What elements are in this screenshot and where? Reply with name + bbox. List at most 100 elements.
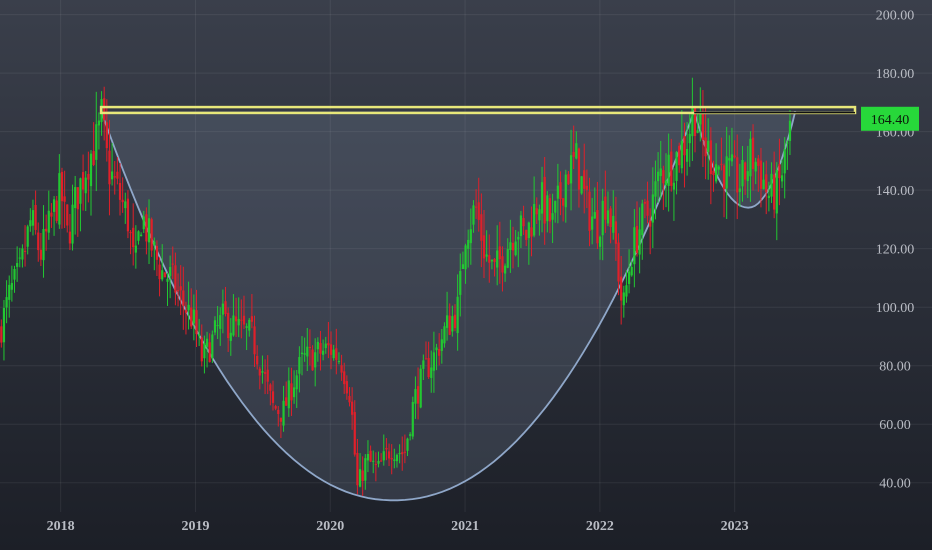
candle-body — [678, 145, 681, 166]
grid-lines — [0, 0, 932, 512]
candle-body — [248, 319, 251, 331]
x-tick-label: 2023 — [721, 519, 749, 534]
candle-body — [562, 198, 565, 206]
candle-body — [274, 406, 277, 409]
candle-body — [282, 400, 285, 426]
candle-body — [0, 326, 3, 343]
candle-body — [783, 149, 786, 174]
candle-body — [76, 187, 79, 210]
candle-body — [751, 137, 755, 169]
candle-body — [786, 142, 789, 144]
candle-body — [16, 263, 19, 267]
candle-body — [509, 242, 512, 250]
candle-body — [380, 460, 383, 462]
candle-body — [200, 337, 203, 362]
x-tick-label: 2022 — [586, 519, 614, 534]
x-tick-label: 2020 — [316, 519, 344, 534]
candle-body — [374, 464, 377, 466]
candle-body — [195, 310, 198, 334]
candle-body — [614, 221, 617, 244]
candle-body — [316, 341, 319, 350]
candle-body — [435, 347, 438, 351]
candle-body — [675, 152, 678, 181]
candle-body — [738, 188, 741, 192]
candle-body — [704, 137, 707, 157]
candle-body — [63, 196, 66, 202]
resistance-band — [99, 105, 857, 115]
candle-body — [733, 155, 736, 158]
candle-body — [551, 213, 554, 220]
candle-body — [74, 187, 77, 209]
candle-body — [87, 173, 90, 180]
candle-body — [572, 151, 575, 157]
candle-body — [385, 447, 388, 450]
candle-body — [535, 208, 538, 215]
candle-body — [440, 339, 443, 351]
candle-body — [366, 453, 370, 461]
candle-body — [271, 391, 275, 403]
last-price-badge — [861, 106, 919, 131]
candle-body — [319, 343, 322, 354]
candle-body — [643, 202, 647, 204]
candle-body — [290, 383, 293, 401]
candle-body — [171, 263, 174, 265]
candle-body — [279, 417, 283, 422]
candle-body — [519, 215, 523, 237]
candle-body — [348, 396, 351, 403]
candle-body — [472, 205, 475, 225]
candle-body — [5, 297, 8, 308]
candle-body — [137, 231, 140, 241]
y-tick-label: 140.00 — [876, 184, 915, 199]
candle-body — [559, 182, 562, 200]
candle-body — [343, 371, 346, 385]
candle-body — [620, 276, 623, 301]
candle-body — [95, 124, 98, 160]
candle-body — [118, 182, 122, 200]
candle-body — [237, 318, 240, 326]
candle-body — [467, 239, 470, 249]
candle-body — [778, 164, 781, 179]
candle-body — [670, 151, 673, 186]
candle-body — [443, 326, 446, 344]
candle-body — [2, 307, 6, 343]
candle-body — [709, 140, 712, 175]
candle-body — [221, 303, 224, 315]
candle-body — [187, 304, 190, 311]
candle-body — [50, 212, 53, 217]
candle-body — [42, 228, 45, 261]
y-tick-label: 180.00 — [876, 67, 915, 82]
candle-body — [232, 315, 235, 336]
candle-body — [126, 198, 130, 232]
candle-body — [329, 344, 333, 355]
candle-body — [182, 290, 185, 306]
candle-body — [253, 326, 256, 355]
candle-body — [219, 315, 222, 329]
candle-body — [60, 171, 64, 202]
y-tick-label: 100.00 — [876, 301, 915, 316]
candle-body — [717, 166, 720, 170]
candle-body — [250, 316, 253, 322]
candle-body — [691, 107, 694, 137]
candle-body — [198, 334, 201, 337]
candle-body — [459, 271, 462, 295]
candle-body — [765, 174, 768, 193]
candle-body — [155, 245, 159, 260]
candle-body — [504, 265, 507, 274]
candle-body — [419, 368, 422, 408]
candle-body — [340, 365, 343, 373]
candle-body — [179, 286, 182, 291]
x-tick-label: 2021 — [451, 519, 479, 534]
candle-body — [728, 158, 731, 161]
candle-body — [176, 290, 180, 292]
candle-body — [372, 460, 375, 462]
candle-body — [722, 165, 726, 190]
candle-body — [39, 249, 42, 260]
candle-body — [124, 201, 127, 209]
candle-body — [134, 245, 137, 253]
candle-body — [23, 250, 27, 252]
candle-body — [406, 438, 409, 451]
candle-body — [92, 151, 95, 165]
y-tick-label: 80.00 — [879, 360, 911, 375]
candle-body — [158, 264, 161, 280]
candle-body — [686, 148, 689, 162]
